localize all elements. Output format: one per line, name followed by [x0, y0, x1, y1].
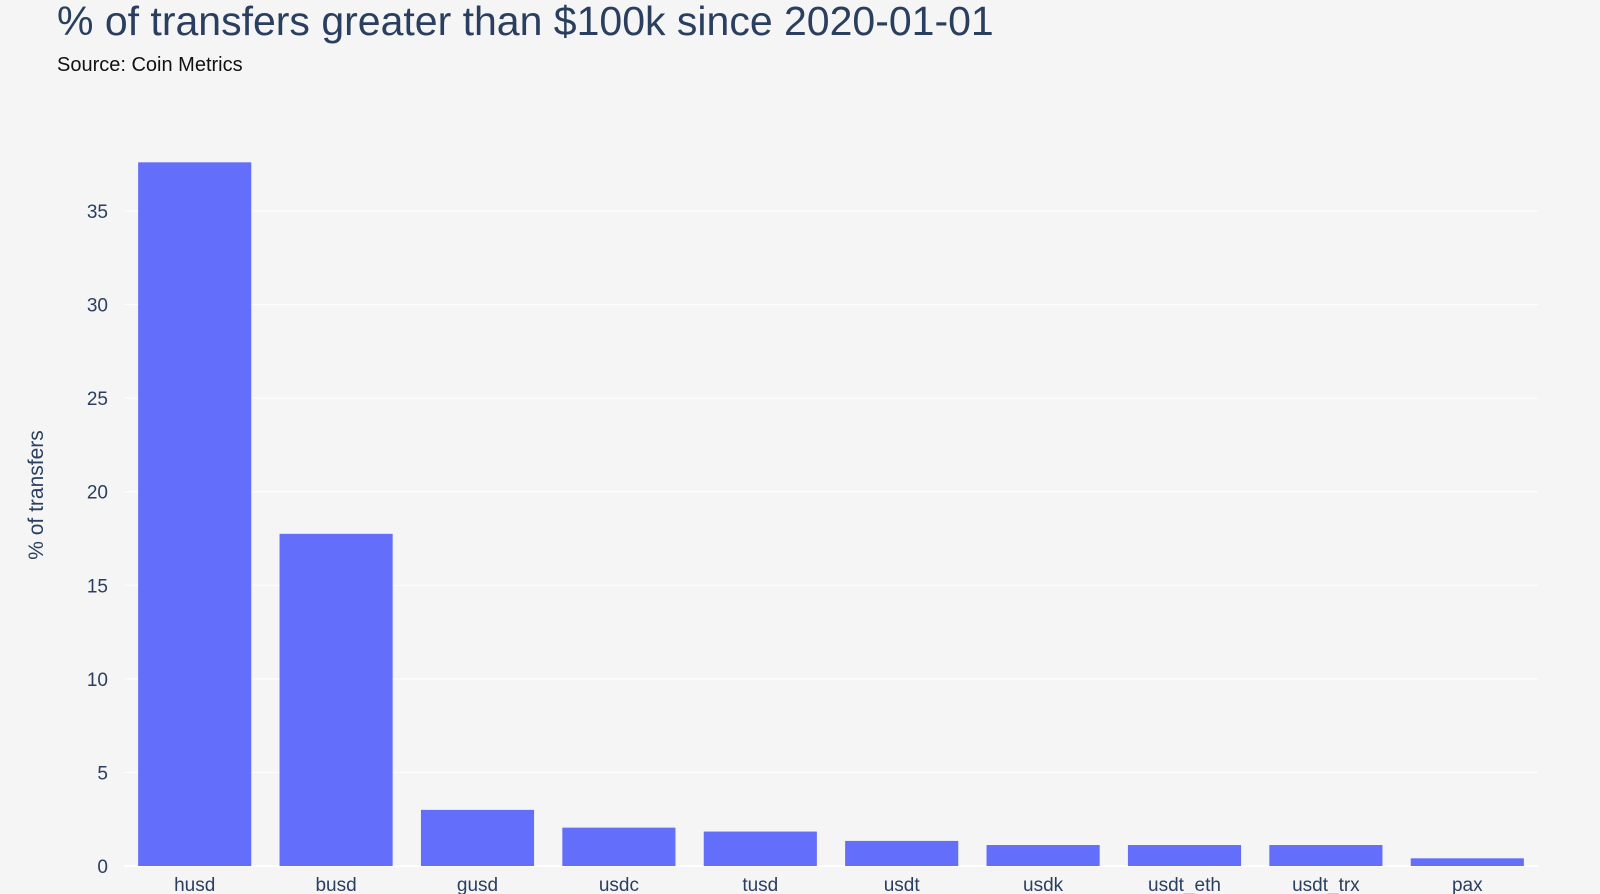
x-tick-label: usdt	[884, 875, 921, 894]
bar-usdt_eth	[1127, 845, 1242, 866]
y-tick-label: 35	[87, 202, 108, 223]
x-tick-label: usdt_eth	[1148, 875, 1221, 894]
x-tick-label: usdc	[599, 875, 639, 894]
bar-husd	[138, 162, 252, 867]
bar-usdk	[986, 845, 1100, 866]
bar-pax	[1410, 858, 1524, 866]
chart-subtitle: Source: Coin Metrics	[57, 54, 243, 76]
bar-usdt_trx	[1269, 845, 1383, 866]
x-tick-label: gusd	[457, 875, 498, 894]
y-tick-label: 20	[87, 483, 108, 504]
x-tick-label: usdt_trx	[1292, 875, 1360, 894]
bar-usdt	[845, 840, 959, 866]
y-tick-label: 10	[87, 670, 108, 691]
y-tick-label: 5	[97, 763, 108, 784]
y-tick-label: 15	[87, 576, 108, 597]
x-tick-label: tusd	[742, 875, 778, 894]
x-tick-label: husd	[174, 875, 215, 894]
y-tick-label: 25	[87, 389, 108, 410]
chart-title: % of transfers greater than $100k since …	[57, 0, 994, 44]
x-tick-label: busd	[315, 875, 356, 894]
x-tick-label: usdk	[1023, 875, 1064, 894]
bar-tusd	[703, 831, 817, 866]
y-tick-label: 0	[97, 857, 108, 878]
y-axis-label: % of transfers	[25, 430, 48, 560]
x-tick-label: pax	[1452, 875, 1483, 894]
bar-busd	[279, 533, 393, 866]
bar-usdc	[562, 827, 676, 866]
bar-gusd	[420, 809, 535, 866]
y-tick-label: 30	[87, 296, 108, 317]
